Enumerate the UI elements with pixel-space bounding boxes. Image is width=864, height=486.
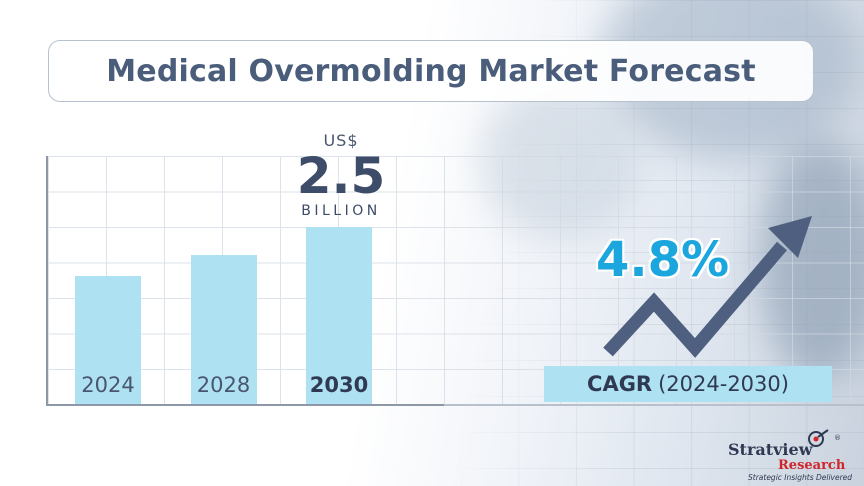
callout-value: 2.5 [296, 146, 386, 205]
logo-sub: Research [778, 458, 846, 473]
bar-2030 [306, 226, 372, 404]
bar-label-2028: 2028 [196, 373, 251, 397]
callout-unit: US$ [323, 130, 359, 150]
logo-name: Stratview [728, 440, 813, 459]
logo-target-icon [808, 429, 829, 447]
chart-title: Medical Overmolding Market Forecast [106, 53, 756, 89]
bar-2024 [75, 276, 141, 404]
cagr-label: CAGR [587, 372, 653, 396]
grid-extension [444, 156, 864, 406]
bar-label-2030: 2030 [309, 373, 369, 397]
bar-2028 [190, 255, 257, 404]
bar-label-2024: 2024 [81, 373, 135, 397]
callout-scale: BILLION [301, 202, 381, 219]
cagr-value: 4.8% [596, 232, 730, 288]
title-box: Medical Overmolding Market Forecast [48, 40, 814, 102]
stratview-logo: ® Stratview Research Strategic Insights … [728, 428, 856, 482]
cagr-period: (2024-2030) [658, 372, 789, 396]
logo-registered: ® [834, 434, 841, 442]
logo-tagline: Strategic Insights Delivered [748, 473, 853, 482]
cagr-box: CAGR (2024-2030) [544, 366, 832, 402]
